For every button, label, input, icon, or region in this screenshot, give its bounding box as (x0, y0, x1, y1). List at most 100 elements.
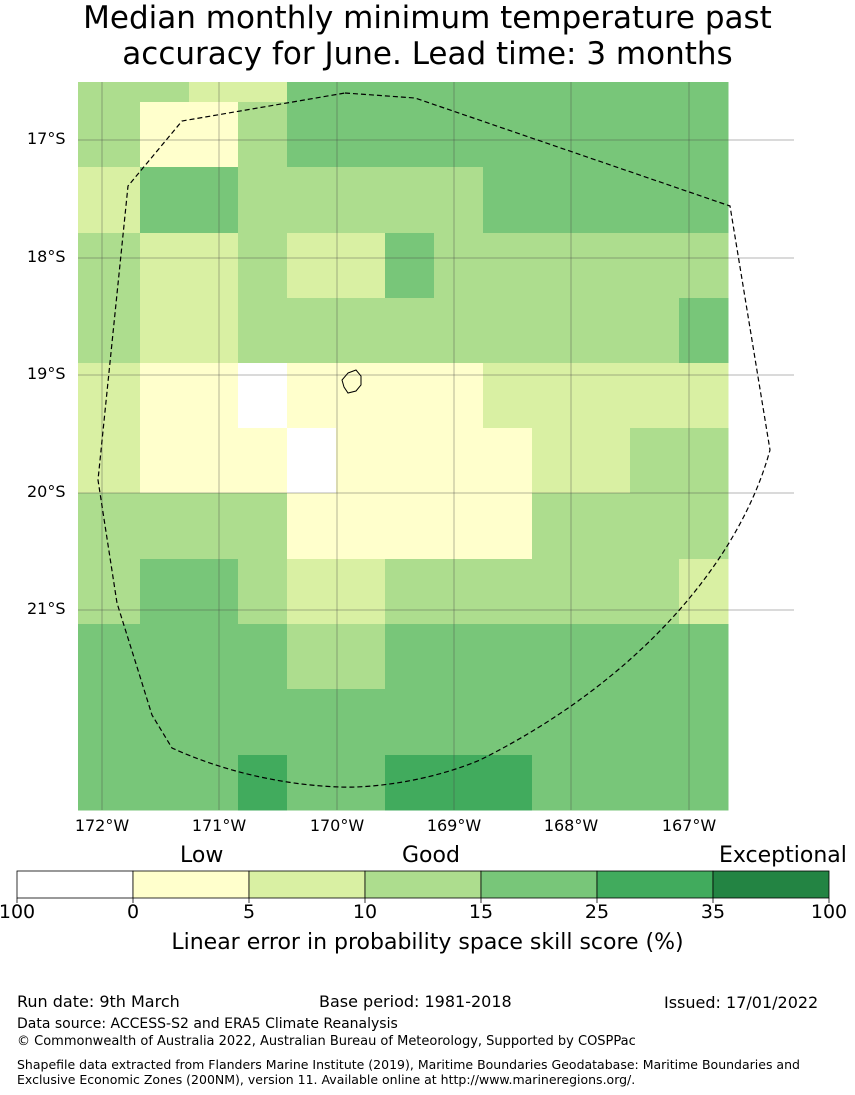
skill-cell (532, 298, 582, 364)
lat-tick-18s: 18°S (27, 247, 66, 266)
lon-tick-168w: 168°W (543, 816, 599, 835)
skill-cell (287, 167, 337, 234)
skill-cell (434, 689, 484, 756)
skill-cell (630, 428, 680, 494)
skill-cell (581, 363, 631, 429)
legend-category-good: Good (402, 843, 460, 868)
skill-cell (385, 428, 435, 494)
skill-cell (287, 82, 337, 103)
colorbar-segment (596, 870, 714, 899)
skill-cell (581, 624, 631, 690)
skill-cell (189, 428, 239, 494)
skill-cell (238, 428, 288, 494)
skill-cell (630, 298, 680, 364)
skill-cell (532, 493, 582, 560)
skill-cell (140, 624, 190, 690)
skill-cell (581, 559, 631, 625)
skill-cell (483, 233, 533, 299)
skill-cell (78, 559, 141, 625)
lat-tick-21s: 21°S (27, 599, 66, 618)
skill-cell (78, 363, 141, 429)
skill-cell (581, 493, 631, 560)
skill-cell (287, 624, 337, 690)
colorbar-tick: 35 (700, 901, 726, 923)
colorbar-tick: 0 (126, 901, 140, 923)
page-title: Median monthly minimum temperature past … (0, 0, 855, 72)
skill-cell (189, 82, 239, 103)
skill-cell (679, 167, 729, 234)
skill-cell (287, 689, 337, 756)
skill-cell (336, 559, 386, 625)
skill-cell (679, 233, 729, 299)
skill-cell (679, 493, 729, 560)
lat-tick-19s: 19°S (27, 364, 66, 383)
colorbar-tick: 15 (468, 901, 494, 923)
skill-cell (140, 559, 190, 625)
skill-cell (287, 493, 337, 560)
skill-cell (630, 493, 680, 560)
colorbar-label: Linear error in probability space skill … (171, 930, 684, 955)
skill-cell (189, 559, 239, 625)
skill-cell (385, 493, 435, 560)
skill-cell (189, 298, 239, 364)
skill-cell (434, 493, 484, 560)
skill-cell (385, 82, 435, 103)
lon-tick-172w: 172°W (74, 816, 130, 835)
skill-cell (679, 102, 729, 168)
colorbar-segment (16, 870, 134, 899)
skill-cell (336, 428, 386, 494)
skill-cell (336, 689, 386, 756)
skill-cell (78, 233, 141, 299)
skill-cell (434, 82, 484, 103)
skill-cell (630, 689, 680, 756)
skill-cell (434, 102, 484, 168)
lon-tick-167w: 167°W (661, 816, 717, 835)
skill-cell (189, 755, 239, 811)
skill-cell (189, 624, 239, 690)
skill-cell (140, 233, 190, 299)
skill-cell (434, 624, 484, 690)
colorbar-segment (248, 870, 366, 899)
skill-cell (679, 82, 729, 103)
skill-cell (581, 755, 631, 811)
skill-cell (238, 298, 288, 364)
skill-cell (385, 559, 435, 625)
skill-cell (483, 428, 533, 494)
run-date: Run date: 9th March (17, 992, 180, 1011)
colorbar-tick: 100 (0, 901, 36, 923)
colorbar-tick: 5 (242, 901, 256, 923)
graticule (78, 82, 794, 810)
skill-cell (581, 298, 631, 364)
skill-cell (630, 559, 680, 625)
issued-date: Issued: 17/01/2022 (664, 993, 819, 1012)
skill-cell (630, 624, 680, 690)
skill-cell (483, 102, 533, 168)
colorbar-segment (132, 870, 250, 899)
skill-cell (287, 233, 337, 299)
skill-grid (78, 82, 729, 811)
legend-category-exceptional: Exceptional (719, 843, 847, 868)
skill-cell (434, 298, 484, 364)
skill-cell (679, 363, 729, 429)
skill-cell (336, 624, 386, 690)
skill-cell (189, 363, 239, 429)
colorbar-tick: 10 (352, 901, 378, 923)
skill-cell (140, 298, 190, 364)
lon-tick-171w: 171°W (191, 816, 247, 835)
skill-cell (532, 689, 582, 756)
skill-cell (238, 624, 288, 690)
skill-cell (679, 755, 729, 811)
skill-cell (287, 428, 337, 494)
skill-cell (140, 102, 190, 168)
skill-cell (140, 689, 190, 756)
skill-cell (581, 82, 631, 103)
skill-cell (483, 167, 533, 234)
colorbar-segment (480, 870, 598, 899)
skill-cell (78, 428, 141, 494)
skill-cell (434, 428, 484, 494)
title-line-1: Median monthly minimum temperature past (83, 0, 772, 36)
skill-cell (483, 493, 533, 560)
skill-cell (532, 233, 582, 299)
skill-cell (140, 755, 190, 811)
skill-cell (532, 363, 582, 429)
